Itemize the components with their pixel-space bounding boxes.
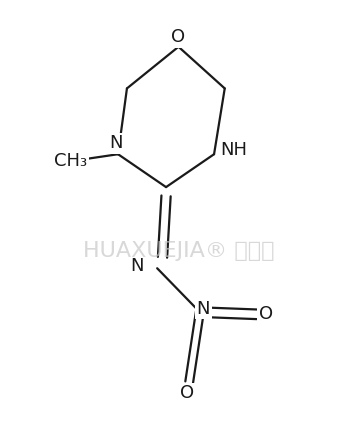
Text: N: N xyxy=(110,134,123,152)
Text: HUAXUEJIA® 化学加: HUAXUEJIA® 化学加 xyxy=(83,241,274,261)
Text: O: O xyxy=(180,384,195,402)
Text: N: N xyxy=(197,300,210,318)
Text: NH: NH xyxy=(220,141,247,159)
Text: O: O xyxy=(258,305,273,323)
Text: CH₃: CH₃ xyxy=(54,152,87,170)
Text: O: O xyxy=(171,28,186,46)
Text: N: N xyxy=(130,257,143,275)
